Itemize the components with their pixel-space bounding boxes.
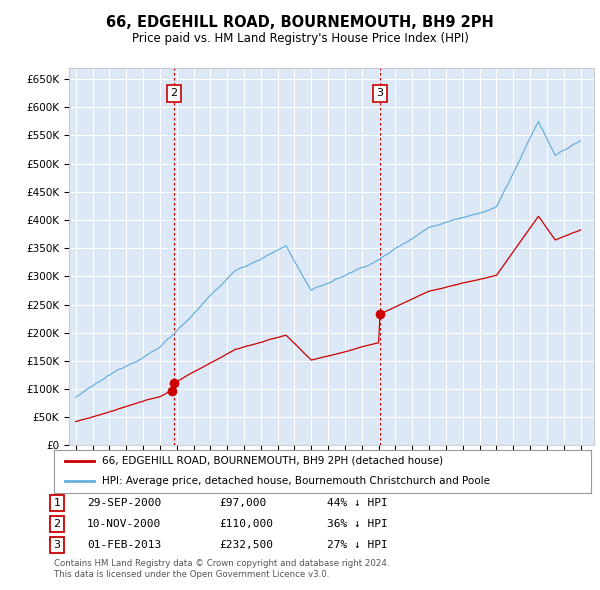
Text: Price paid vs. HM Land Registry's House Price Index (HPI): Price paid vs. HM Land Registry's House … (131, 32, 469, 45)
Text: 36% ↓ HPI: 36% ↓ HPI (327, 519, 388, 529)
Text: 2: 2 (53, 519, 61, 529)
Text: 3: 3 (376, 88, 383, 98)
Text: 01-FEB-2013: 01-FEB-2013 (87, 540, 161, 550)
Text: 27% ↓ HPI: 27% ↓ HPI (327, 540, 388, 550)
Text: 66, EDGEHILL ROAD, BOURNEMOUTH, BH9 2PH: 66, EDGEHILL ROAD, BOURNEMOUTH, BH9 2PH (106, 15, 494, 30)
Text: HPI: Average price, detached house, Bournemouth Christchurch and Poole: HPI: Average price, detached house, Bour… (103, 476, 490, 486)
Text: 44% ↓ HPI: 44% ↓ HPI (327, 498, 388, 507)
Text: 66, EDGEHILL ROAD, BOURNEMOUTH, BH9 2PH (detached house): 66, EDGEHILL ROAD, BOURNEMOUTH, BH9 2PH … (103, 456, 443, 466)
Text: 1: 1 (53, 498, 61, 507)
Text: Contains HM Land Registry data © Crown copyright and database right 2024.: Contains HM Land Registry data © Crown c… (54, 559, 389, 568)
Text: This data is licensed under the Open Government Licence v3.0.: This data is licensed under the Open Gov… (54, 571, 329, 579)
Text: 29-SEP-2000: 29-SEP-2000 (87, 498, 161, 507)
Text: 3: 3 (53, 540, 61, 550)
Text: £97,000: £97,000 (219, 498, 266, 507)
Text: £110,000: £110,000 (219, 519, 273, 529)
Text: £232,500: £232,500 (219, 540, 273, 550)
Text: 10-NOV-2000: 10-NOV-2000 (87, 519, 161, 529)
Text: 2: 2 (170, 88, 178, 98)
